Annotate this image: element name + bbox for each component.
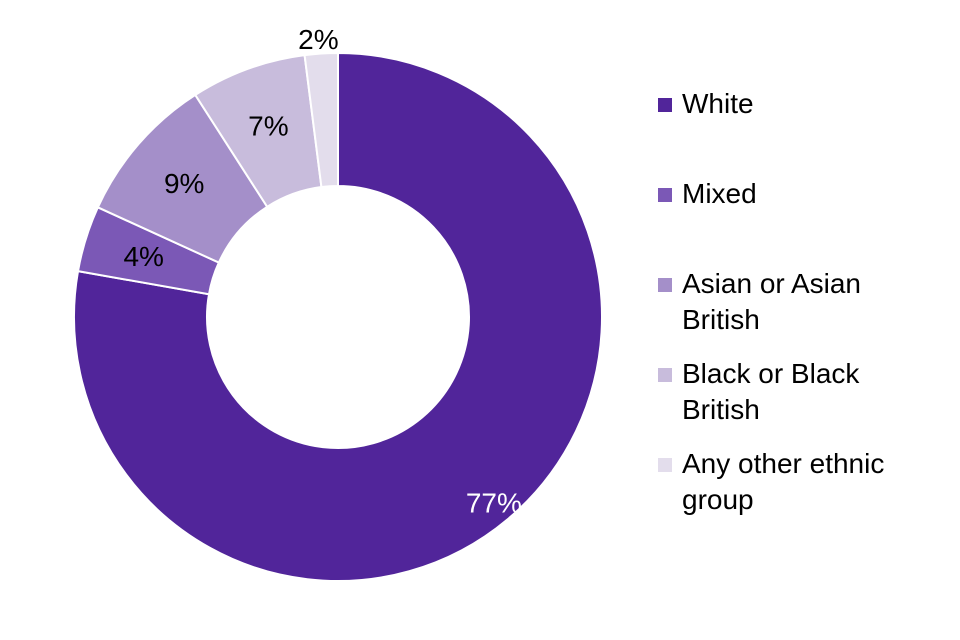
- legend-item-mixed: Mixed: [658, 176, 932, 212]
- donut-slices: [73, 51, 603, 582]
- legend-swatch: [658, 278, 672, 292]
- legend-swatch: [658, 368, 672, 382]
- legend-swatch: [658, 98, 672, 112]
- slice-label: 9%: [164, 168, 204, 199]
- slice-label: 2%: [298, 24, 338, 55]
- slice-labels: 77% 4% 9% 7% 2%: [123, 24, 521, 518]
- legend-label: Mixed: [682, 178, 757, 209]
- legend-label: White: [682, 88, 754, 119]
- slice-label: 77%: [466, 487, 522, 518]
- slice-label: 4%: [123, 241, 163, 272]
- slice-any-other-ethnic-group: [303, 51, 339, 189]
- legend-item-black: Black or Black British: [658, 356, 932, 428]
- legend-item-white: White: [658, 86, 932, 122]
- slice-label: 7%: [248, 110, 288, 141]
- legend-swatch: [658, 188, 672, 202]
- legend-item-asian: Asian or Asian British: [658, 266, 932, 338]
- legend-swatch: [658, 458, 672, 472]
- slice-white: [73, 51, 603, 582]
- legend-label: Black or Black British: [682, 358, 860, 425]
- legend-label: Asian or Asian British: [682, 268, 861, 335]
- legend-item-other: Any other ethnic group: [658, 446, 932, 518]
- legend-label: Any other ethnic group: [682, 448, 885, 515]
